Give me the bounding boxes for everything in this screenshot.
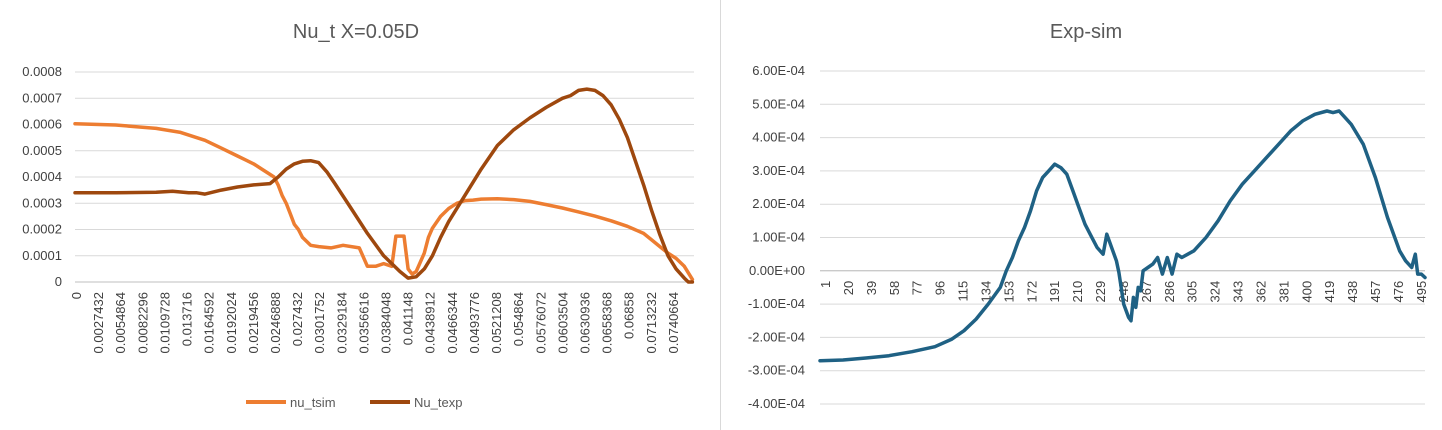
x-tick-label: 419 (1322, 281, 1337, 303)
x-tick-label: 324 (1208, 281, 1223, 303)
x-tick-label: 438 (1345, 281, 1360, 303)
chart-exp-sim-svg: Exp-sim -4.00E-04 -3.00E-04 -2.00E-04 -1.00E… (748, 21, 1429, 411)
x-tick-label: 0.0438912 (423, 292, 438, 353)
x-tick-label: 0.0301752 (312, 292, 327, 353)
x-tick-label: 0.0384048 (379, 292, 394, 353)
series-line-nu_tsim (73, 121, 695, 282)
x-tick-label: 0.027432 (290, 292, 305, 346)
x-tick-label: 0.0164592 (202, 292, 217, 353)
y-tick-label: 0.0007 (22, 90, 62, 105)
x-tick-label: 0.041148 (401, 292, 416, 345)
x-tick-label: 0.0109728 (157, 292, 172, 353)
x-tick-label: 0.06858 (622, 292, 637, 339)
chart-title: Nu_t X=0.05D (293, 21, 419, 43)
y-tick-label: 0.0001 (22, 248, 62, 263)
y-tick-label: 0.0006 (22, 117, 62, 132)
chart-panel-nu-t: Nu_t X=0.05D 0 0.0001 0.0002 0.0003 0.0004 0.0… (0, 0, 712, 430)
x-tick-label: 39 (864, 281, 879, 295)
x-tick-label: 381 (1276, 281, 1291, 303)
x-tick-label: 0.0329184 (334, 292, 349, 353)
chart-nu-t-svg: Nu_t X=0.05D 0 0.0001 0.0002 0.0003 0.0004 0.0… (22, 21, 695, 410)
x-tick-label: 153 (1001, 281, 1016, 303)
y-tick-label: 0.0004 (22, 169, 62, 184)
x-tick-label: 210 (1070, 281, 1085, 303)
x-tick-label: 0.0219456 (246, 292, 261, 353)
panel-divider (712, 0, 730, 430)
x-tick-label: 400 (1299, 281, 1314, 303)
y-tick-label: 2.00E-04 (752, 196, 805, 211)
chart-panel-exp-sim: Exp-sim -4.00E-04 -3.00E-04 -2.00E-04 -1.00E… (730, 0, 1442, 430)
y-tick-label: 4.00E-04 (752, 130, 805, 145)
x-tick-label: 0.0246888 (268, 292, 283, 353)
y-tick-label: -3.00E-04 (748, 363, 805, 378)
series-line-exp-sim (818, 109, 1427, 363)
x-tick-label: 0.0356616 (356, 292, 371, 353)
x-tick-label: 77 (910, 281, 925, 295)
y-tick-label: 0.0005 (22, 143, 62, 158)
x-tick-label: 0 (69, 292, 84, 299)
y-tick-label: 0.0003 (22, 195, 62, 210)
x-tick-label: 362 (1253, 281, 1268, 303)
x-tick-label: 191 (1047, 281, 1062, 303)
y-tick-label: 6.00E-04 (752, 63, 805, 78)
y-tick-label: 0.0002 (22, 222, 62, 237)
x-tick-label: 0.0713232 (644, 292, 659, 353)
x-tick-label: 0.0192024 (224, 292, 239, 353)
x-tick-label: 0.0740664 (666, 292, 681, 353)
x-tick-label: 0.013716 (180, 292, 195, 346)
y-tick-label: 0.00E+00 (749, 263, 805, 278)
x-tick-label: 0.0576072 (533, 292, 548, 353)
y-tick-label: -1.00E-04 (748, 296, 805, 311)
x-tick-label: 476 (1391, 281, 1406, 303)
x-tick-label: 96 (933, 281, 948, 295)
x-tick-label: 0.0054864 (113, 292, 128, 353)
y-tick-label: 0.0008 (22, 64, 62, 79)
x-tick-label: 58 (887, 281, 902, 295)
legend-label: nu_tsim (290, 395, 336, 410)
x-tick-label: 229 (1093, 281, 1108, 303)
x-tick-label: 457 (1368, 281, 1383, 303)
x-tick-label: 0.0603504 (555, 292, 570, 353)
y-tick-label: 1.00E-04 (752, 230, 805, 245)
series-line-Nu_texp (73, 87, 695, 284)
x-tick-label: 0.0027432 (91, 292, 106, 353)
x-tick-label: 286 (1162, 281, 1177, 303)
x-tick-label: 134 (978, 281, 993, 303)
x-tick-label: 0.0493776 (467, 292, 482, 353)
x-tick-label: 172 (1024, 281, 1039, 303)
x-tick-label: 0.0082296 (135, 292, 150, 353)
legend-label: Nu_texp (414, 395, 462, 410)
x-tick-label: 0.0658368 (600, 292, 615, 353)
x-tick-label: 0.0521208 (489, 292, 504, 353)
chart-title: Exp-sim (1050, 21, 1122, 43)
x-tick-label: 0.0630936 (577, 292, 592, 353)
x-tick-label: 343 (1231, 281, 1246, 303)
x-tick-label: 305 (1185, 281, 1200, 303)
x-tick-label: 1 (818, 281, 833, 288)
y-tick-label: -4.00E-04 (748, 396, 805, 411)
x-tick-label: 495 (1414, 281, 1429, 303)
y-tick-label: 0 (55, 274, 62, 289)
y-tick-label: -2.00E-04 (748, 329, 805, 344)
x-tick-label: 0.0466344 (445, 292, 460, 353)
x-tick-label: 0.054864 (511, 292, 526, 346)
y-tick-label: 5.00E-04 (752, 96, 805, 111)
x-tick-label: 115 (956, 281, 971, 302)
x-tick-label: 20 (841, 281, 856, 295)
y-tick-label: 3.00E-04 (752, 163, 805, 178)
